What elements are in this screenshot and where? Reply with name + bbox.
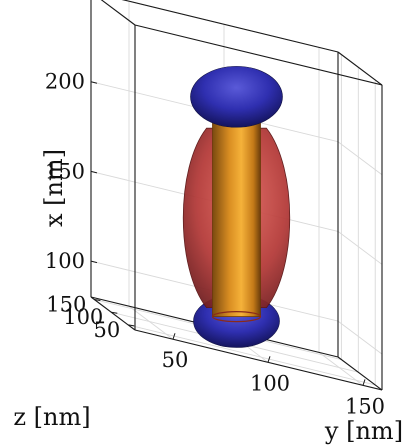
box-edge — [134, 329, 383, 391]
gridline-x-side-100 — [337, 320, 383, 355]
rod — [212, 118, 261, 317]
tick-labels: 1001502002505010015050100150 — [45, 0, 385, 418]
gridline-z-floor-50 — [128, 324, 376, 386]
x-tick-label-150: 150 — [45, 159, 85, 183]
y-tick-mark-100 — [267, 356, 271, 363]
y-tick-mark-150 — [362, 379, 366, 386]
y-axis-label: y [nm] — [324, 417, 403, 445]
gridline-x-side-200 — [337, 141, 383, 176]
y-tick-label-50: 50 — [162, 348, 189, 372]
z-tick-mark-100 — [111, 311, 118, 314]
z-axis-label: z [nm] — [13, 403, 90, 431]
axes-box-front — [90, 0, 383, 391]
box-edge — [134, 24, 383, 86]
top-lobe — [190, 66, 283, 128]
box-edge — [100, 0, 136, 26]
x-tick-label-100: 100 — [45, 249, 85, 273]
rod-bottom-rim — [211, 310, 262, 323]
z-tick-label-150: 150 — [46, 293, 86, 317]
y-tick-label-150: 150 — [345, 394, 385, 418]
x-tick-mark-200 — [90, 81, 98, 84]
box-edge — [90, 296, 136, 331]
y-tick-label-100: 100 — [250, 371, 290, 395]
isosurface-objects — [182, 66, 291, 348]
z-tick-label-100: 100 — [63, 305, 103, 329]
x-tick-label-250: 250 — [45, 0, 85, 4]
box-edge — [337, 51, 383, 86]
x-tick-label-200: 200 — [45, 70, 85, 94]
gridline-x-side-150 — [337, 231, 383, 265]
z-tick-mark-150 — [94, 299, 101, 302]
y-tick-mark-50 — [172, 333, 176, 340]
z-tick-mark-50 — [128, 324, 135, 327]
x-tick-mark-100 — [90, 260, 98, 264]
box-edge — [121, 0, 339, 53]
box-edge — [337, 356, 383, 391]
z-tick-label-50: 50 — [93, 318, 120, 342]
x-tick-mark-150 — [90, 170, 98, 174]
x-axis-label: x [nm] — [40, 149, 68, 227]
